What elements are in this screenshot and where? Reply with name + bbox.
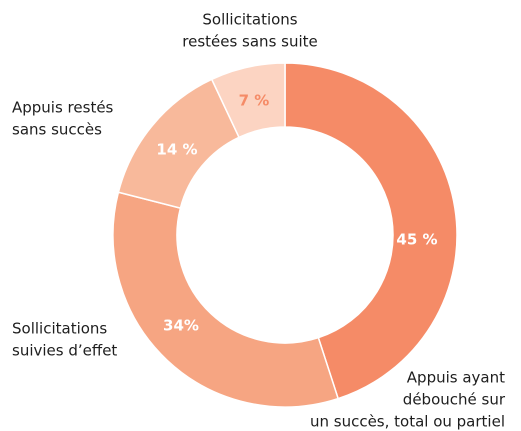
value-label: 14 %: [156, 141, 197, 159]
category-label: un succès, total ou partiel: [310, 413, 505, 431]
category-label: sans succès: [12, 121, 102, 139]
category-label: Sollicitations: [202, 11, 297, 29]
slice: [210, 62, 286, 139]
slice: [284, 62, 458, 400]
category-label: Appuis restés: [12, 99, 114, 117]
category-label: suivies d’effet: [12, 342, 117, 360]
category-label: Sollicitations: [12, 320, 107, 338]
slice: [112, 191, 340, 408]
category-label: Appuis ayant: [407, 369, 505, 387]
category-label: restées sans suite: [182, 33, 318, 51]
value-label: 45 %: [396, 231, 437, 249]
value-label: 7 %: [239, 92, 270, 110]
category-label: débouché sur: [403, 391, 506, 409]
value-label: 34%: [163, 317, 199, 335]
